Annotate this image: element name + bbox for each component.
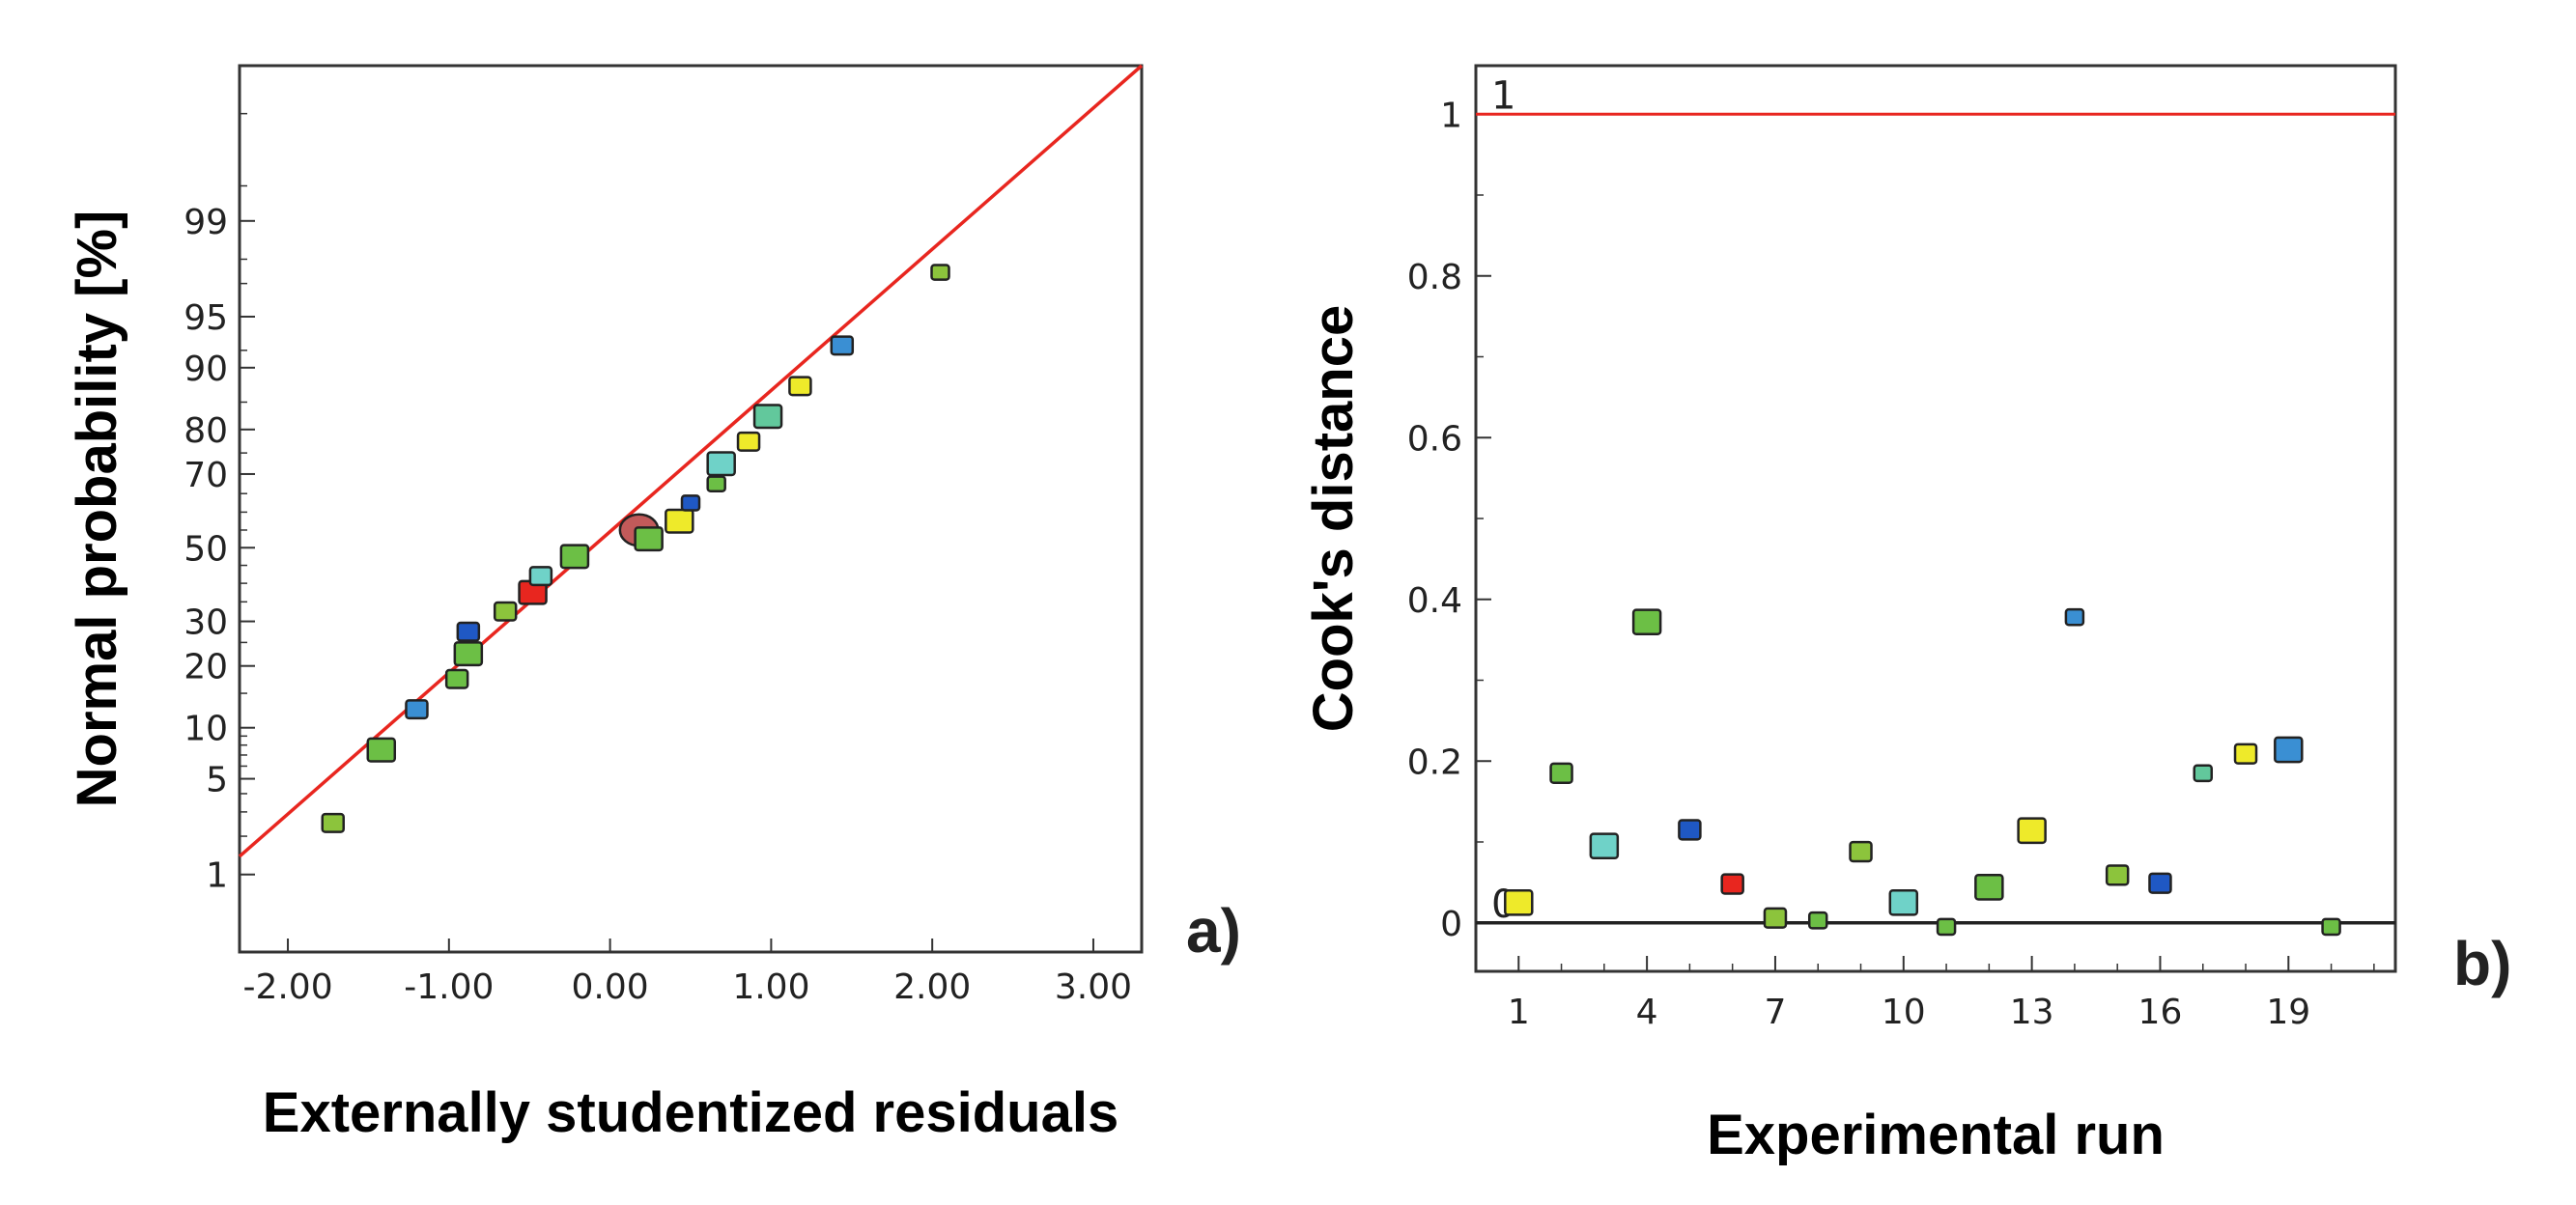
- plot-a-x-tick-label: -1.00: [404, 967, 494, 1007]
- plot-b-x-tick-label: 19: [2266, 993, 2310, 1032]
- plot-b-y-axis-title: Cook's distance: [1302, 305, 1365, 732]
- plot-a-point: [736, 431, 761, 452]
- plot-b-x-tick-label: 16: [2138, 993, 2183, 1032]
- plot-b-x-tick-label: 10: [1882, 993, 1926, 1032]
- plot-b-point: [2105, 864, 2130, 886]
- plot-a-point: [830, 335, 855, 356]
- plot-a-x-axis-title: Externally studentized residuals: [263, 1081, 1118, 1144]
- plot-a-point: [665, 508, 694, 534]
- plot-a-point: [706, 475, 726, 493]
- panel-a-label: a): [1186, 896, 1241, 966]
- plot-a-x-tick-label: 0.00: [572, 967, 649, 1007]
- plot-b-point: [2064, 607, 2085, 627]
- plot-a-point: [680, 494, 701, 512]
- plot-a-point: [456, 621, 481, 642]
- plot-a-y-tick-label: 30: [184, 603, 228, 643]
- plot-b-y-tick-label: 0.2: [1407, 743, 1462, 782]
- plot-a-y-tick-label: 80: [184, 411, 228, 451]
- plot-a-point: [453, 641, 484, 667]
- plot-a-y-tick-label: 70: [184, 456, 228, 495]
- plot-b-point: [1849, 840, 1873, 863]
- plot-b-point: [1936, 917, 1957, 937]
- plot-b-point: [1720, 873, 1744, 895]
- plot-a-point: [930, 264, 950, 281]
- plot-b-point: [1589, 832, 1620, 860]
- plot-a-y-tick-label: 99: [184, 203, 228, 242]
- plot-a-point: [559, 544, 590, 570]
- plot-a-y-tick-label: 95: [184, 298, 228, 338]
- plot-b-point: [1631, 608, 1662, 636]
- plot-b-point: [2233, 743, 2258, 765]
- plot-b-point: [1974, 874, 2004, 901]
- plot-b-x-tick-label: 1: [1508, 993, 1530, 1032]
- plot-a-point: [444, 668, 469, 689]
- plot-b-y-tick-label: 0.4: [1407, 581, 1462, 621]
- plot-a-point: [528, 566, 553, 587]
- plot-a-point: [634, 526, 664, 552]
- plot-a-y-tick-label: 90: [184, 350, 228, 389]
- plot-b-point: [2017, 817, 2047, 845]
- plot-a-y-tick-label: 50: [184, 529, 228, 569]
- plot-b-reference-label: 1: [1491, 73, 1515, 118]
- plot-a-point: [405, 699, 429, 720]
- plot-b-y-tick-label: 0.6: [1407, 419, 1462, 459]
- plot-b-point: [1549, 762, 1573, 784]
- plot-b-x-axis-title: Experimental run: [1707, 1104, 2165, 1166]
- panel-b-label: b): [2453, 929, 2511, 998]
- plot-a-x-tick-label: 2.00: [893, 967, 971, 1007]
- plot-a-fit-line: [238, 64, 1144, 858]
- plot-a-y-tick-label: 10: [184, 710, 228, 749]
- plot-b-y-tick-label: 0.8: [1407, 258, 1462, 297]
- plot-b-x-tick-label: 13: [2010, 993, 2054, 1032]
- plot-a-y-tick-label: 5: [206, 761, 228, 800]
- plot-a-point: [788, 376, 812, 397]
- plot-a-y-tick-label: 20: [184, 648, 228, 687]
- plot-b-point: [1807, 911, 1828, 930]
- plot-a-point: [366, 737, 397, 763]
- plot-a-point: [706, 451, 736, 477]
- plot-b-point: [1504, 888, 1534, 916]
- plot-b-point: [2193, 764, 2213, 783]
- plot-b-point: [2321, 917, 2341, 937]
- plot-b-point: [2148, 872, 2172, 894]
- normal-probability-plot: -2.00 -1.00 0.00 1.00 2.00 3.00 1 5 10 20 30 50 70 80…: [66, 64, 1241, 1144]
- plot-b-y-tick-label: 1: [1440, 96, 1462, 135]
- plot-a-y-tick-label: 1: [206, 856, 228, 896]
- plot-a-x-tick-label: 1.00: [732, 967, 809, 1007]
- plot-a-x-tick-label: -2.00: [242, 967, 332, 1007]
- plot-a-point: [321, 812, 345, 833]
- plot-b-point: [1888, 888, 1919, 916]
- plot-b-frame: [1474, 64, 2397, 973]
- plot-a-x-tick-label: 3.00: [1055, 967, 1132, 1007]
- plot-b-y-tick-label: 0: [1440, 905, 1462, 944]
- plot-a-y-axis-title: Normal probability [%]: [66, 210, 128, 808]
- plot-b-x-tick-label: 4: [1636, 993, 1658, 1032]
- plot-b-point: [1678, 819, 1702, 841]
- plot-a-point: [752, 404, 783, 430]
- plot-b-point: [2274, 736, 2304, 764]
- plot-a-point: [493, 601, 518, 622]
- plot-b-point: [1763, 907, 1788, 929]
- plot-b-x-tick-label: 7: [1765, 993, 1787, 1032]
